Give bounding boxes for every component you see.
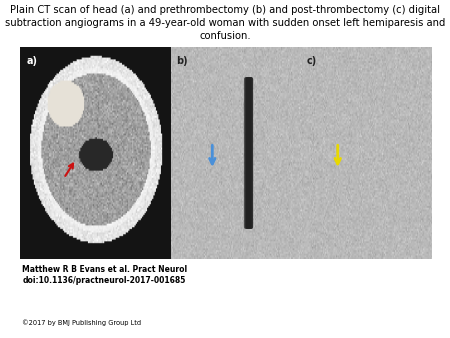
Text: c): c) — [306, 56, 316, 66]
Text: PN: PN — [393, 301, 419, 319]
Text: Matthew R B Evans et al. Pract Neurol
doi:10.1136/practneurol-2017-001685: Matthew R B Evans et al. Pract Neurol do… — [22, 265, 188, 285]
Text: b): b) — [176, 56, 187, 66]
Text: a): a) — [26, 56, 37, 66]
Text: Plain CT scan of head (a) and prethrombectomy (b) and post-thrombectomy (c) digi: Plain CT scan of head (a) and prethrombe… — [5, 5, 445, 42]
Text: ©2017 by BMJ Publishing Group Ltd: ©2017 by BMJ Publishing Group Ltd — [22, 319, 142, 326]
